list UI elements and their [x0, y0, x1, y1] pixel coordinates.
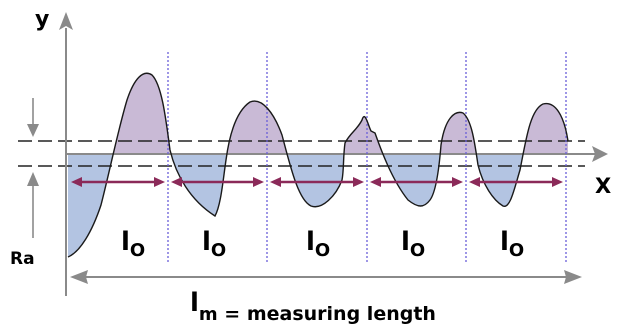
interval-arrow-left-head — [270, 177, 281, 187]
sampling-length-labels: lO lO lO lO lO — [121, 227, 524, 261]
profile-valley-area — [68, 154, 568, 257]
roughness-profile-curve — [67, 72, 569, 258]
interval-arrow-right-head — [353, 177, 364, 187]
measuring-length-label: lm = measuring length — [190, 288, 436, 325]
interval-arrow-left-head — [71, 177, 82, 187]
measuring-length-right-head — [564, 270, 582, 284]
sampling-length-subscript: O — [130, 240, 145, 261]
sampling-length-subscript: O — [315, 240, 330, 261]
measuring-length-left-head — [70, 270, 88, 284]
ra-arrow-bottom-head — [27, 172, 39, 186]
sampling-length-label-2: lO — [202, 227, 226, 261]
sampling-length-label-1: lO — [121, 227, 145, 261]
interval-arrow-left-head — [469, 177, 480, 187]
sampling-length-letter: l — [121, 227, 130, 257]
sampling-length-letter: l — [306, 227, 315, 257]
interval-arrow-right-head — [452, 177, 463, 187]
sampling-length-label-3: lO — [306, 227, 330, 261]
y-axis-label: y — [35, 7, 49, 32]
sampling-length-letter: l — [202, 227, 211, 257]
sampling-interval-arrow-2 — [171, 177, 264, 187]
sampling-length-subscript: O — [410, 240, 425, 261]
sampling-dividers — [167, 52, 567, 262]
sampling-length-subscript: O — [211, 240, 226, 261]
sampling-length-label-4: lO — [401, 227, 425, 261]
measuring-length-subscript: m — [199, 304, 218, 325]
interval-arrow-left-head — [171, 177, 182, 187]
sampling-interval-arrow-1 — [71, 177, 165, 187]
sampling-interval-arrow-3 — [270, 177, 364, 187]
sampling-interval-arrow-5 — [469, 177, 563, 187]
ra-arrow-top-head — [27, 124, 39, 137]
interval-arrow-right-head — [154, 177, 165, 187]
measuring-length-letter: l — [190, 288, 199, 318]
sampling-length-letter: l — [401, 227, 410, 257]
profile-peak-area — [68, 73, 568, 154]
sampling-interval-arrows — [71, 177, 563, 187]
x-axis-label: X — [595, 174, 611, 198]
ra-label: Ra — [10, 249, 35, 269]
measuring-length-text: = measuring length — [218, 303, 436, 325]
interval-arrow-left-head — [370, 177, 381, 187]
sampling-interval-arrow-4 — [370, 177, 463, 187]
interval-arrow-right-head — [253, 177, 264, 187]
sampling-length-letter: l — [500, 227, 509, 257]
sampling-length-label-5: lO — [500, 227, 524, 261]
sampling-length-subscript: O — [509, 240, 524, 261]
x-axis-arrowhead — [592, 146, 608, 162]
y-axis-arrowhead — [59, 12, 73, 30]
interval-arrow-right-head — [552, 177, 563, 187]
